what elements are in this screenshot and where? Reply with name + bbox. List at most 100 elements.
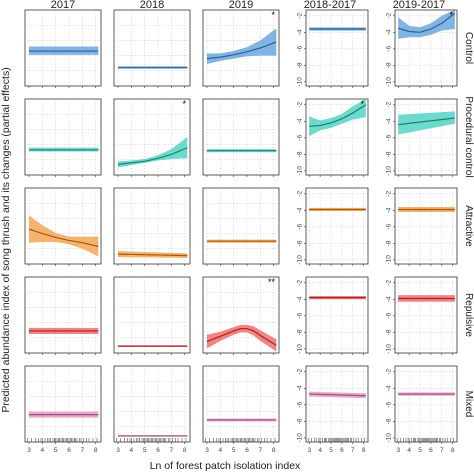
row-label: Attractive bbox=[463, 205, 474, 247]
y-tick-label: -2 bbox=[297, 191, 304, 197]
x-tick-label: 8 bbox=[451, 447, 455, 454]
panel bbox=[113, 187, 191, 266]
x-tick-label: 6 bbox=[245, 447, 249, 454]
panel-grid: * -2 -4 -6 -8 -10 -2 -4 -6 -8 -10 ** -2 -4 -6 -8 -10 * -2 -… bbox=[24, 9, 458, 454]
panel-frame bbox=[24, 365, 102, 443]
y-tick-label: -8 bbox=[386, 329, 393, 335]
panel-frame bbox=[394, 276, 458, 354]
panel-frame bbox=[24, 98, 102, 176]
x-tick-label: 8 bbox=[94, 447, 98, 454]
y-tick-label: -6 bbox=[386, 313, 393, 319]
row-label: Control bbox=[463, 32, 474, 64]
y-tick-label: -6 bbox=[297, 313, 304, 319]
panel-frame bbox=[305, 187, 369, 265]
panel bbox=[113, 9, 191, 88]
y-tick-label: -8 bbox=[297, 151, 304, 157]
y-tick-label: -10 bbox=[386, 166, 393, 176]
y-tick-label: -10 bbox=[297, 166, 304, 176]
y-tick-label: -4 bbox=[297, 29, 304, 35]
y-tick-label: -4 bbox=[297, 385, 304, 391]
x-tick-label: 6 bbox=[67, 447, 71, 454]
x-tick-label: 4 bbox=[41, 447, 45, 454]
x-tick-label: 3 bbox=[307, 447, 311, 454]
fitted-line bbox=[117, 147, 188, 165]
panel: -2 -4 -6 -8 -10 bbox=[386, 187, 458, 266]
panel: -2 -4 -6 -8 -10 bbox=[297, 187, 369, 266]
row-labels: Control Procedural control Attractive Repul… bbox=[463, 32, 474, 417]
x-tick-label: 7 bbox=[259, 447, 263, 454]
panel-frame bbox=[202, 98, 280, 176]
panel-frame bbox=[113, 276, 191, 354]
panel bbox=[24, 9, 102, 88]
panel bbox=[202, 187, 280, 266]
panel-frame bbox=[202, 187, 280, 265]
x-tick-label: 3 bbox=[116, 447, 120, 454]
x-tick-label: 5 bbox=[54, 447, 58, 454]
y-tick-label: -2 bbox=[297, 102, 304, 108]
y-tick-label: -10 bbox=[386, 433, 393, 443]
y-tick-label: -2 bbox=[386, 102, 393, 108]
x-tick-label: 5 bbox=[143, 447, 147, 454]
panel-frame bbox=[113, 365, 191, 443]
x-tick-label: 5 bbox=[418, 447, 422, 454]
y-tick-label: -8 bbox=[386, 62, 393, 68]
significance-marker: * bbox=[271, 10, 275, 20]
y-tick-label: -6 bbox=[297, 46, 304, 52]
y-tick-label: -6 bbox=[386, 135, 393, 141]
y-tick-label: -4 bbox=[386, 296, 393, 302]
panel bbox=[24, 276, 102, 355]
y-tick-label: -10 bbox=[297, 77, 304, 87]
y-tick-label: -2 bbox=[297, 369, 304, 375]
panel: 3 4 5 6 7 8 bbox=[113, 365, 191, 454]
panel: * bbox=[202, 9, 280, 88]
panel-frame bbox=[24, 276, 102, 354]
y-tick-label: -10 bbox=[297, 255, 304, 265]
y-tick-label: -2 bbox=[297, 13, 304, 19]
fitted-line bbox=[117, 253, 188, 257]
panel: -2 -4 -6 -8 -10 bbox=[386, 276, 458, 355]
y-tick-label: -6 bbox=[297, 402, 304, 408]
y-tick-label: -4 bbox=[386, 118, 393, 124]
x-tick-label: 5 bbox=[329, 447, 333, 454]
x-tick-label: 4 bbox=[219, 447, 223, 454]
y-tick-label: -4 bbox=[297, 296, 304, 302]
x-axis-title: Ln of forest patch isolation index bbox=[150, 460, 301, 472]
y-tick-label: -4 bbox=[297, 207, 304, 213]
x-tick-label: 3 bbox=[205, 447, 209, 454]
x-tick-label: 8 bbox=[183, 447, 187, 454]
panel: -2 -4 -6 -8 -103 4 5 6 7 8 bbox=[297, 365, 369, 454]
fitted-line bbox=[309, 104, 367, 127]
panel bbox=[202, 98, 280, 177]
confidence-band bbox=[207, 28, 277, 64]
y-tick-label: -8 bbox=[297, 329, 304, 335]
y-tick-label: -10 bbox=[386, 344, 393, 354]
panel: -2 -4 -6 -8 -10 bbox=[386, 98, 458, 177]
y-tick-label: -8 bbox=[386, 151, 393, 157]
y-tick-label: -10 bbox=[297, 344, 304, 354]
x-tick-label: 4 bbox=[318, 447, 322, 454]
y-tick-label: -4 bbox=[386, 29, 393, 35]
panel-frame bbox=[394, 365, 458, 443]
panel: -2 -4 -6 -8 -10 bbox=[297, 9, 369, 88]
significance-marker: * bbox=[449, 10, 453, 20]
fitted-line bbox=[28, 228, 99, 248]
confidence-band bbox=[309, 99, 366, 137]
fitted-line bbox=[398, 12, 456, 33]
panel: -2 -4 -6 -8 -10 * bbox=[297, 98, 369, 177]
y-tick-label: -2 bbox=[386, 280, 393, 286]
column-title: 2017 bbox=[51, 0, 75, 11]
y-tick-label: -10 bbox=[386, 77, 393, 87]
panel: -2 -4 -6 -8 -10 * bbox=[386, 9, 458, 88]
fitted-line bbox=[206, 41, 277, 60]
x-tick-label: 4 bbox=[407, 447, 411, 454]
panel: 3 4 5 6 7 8 bbox=[202, 365, 280, 454]
x-tick-label: 7 bbox=[81, 447, 85, 454]
significance-marker: ** bbox=[268, 277, 276, 287]
panel: ** bbox=[202, 276, 280, 355]
y-tick-label: -8 bbox=[297, 418, 304, 424]
x-tick-label: 6 bbox=[156, 447, 160, 454]
y-tick-label: -8 bbox=[297, 62, 304, 68]
column-titles: 2017 2018 2019 2018-2017 2019-2017 bbox=[51, 0, 446, 11]
panel-frame bbox=[113, 187, 191, 265]
